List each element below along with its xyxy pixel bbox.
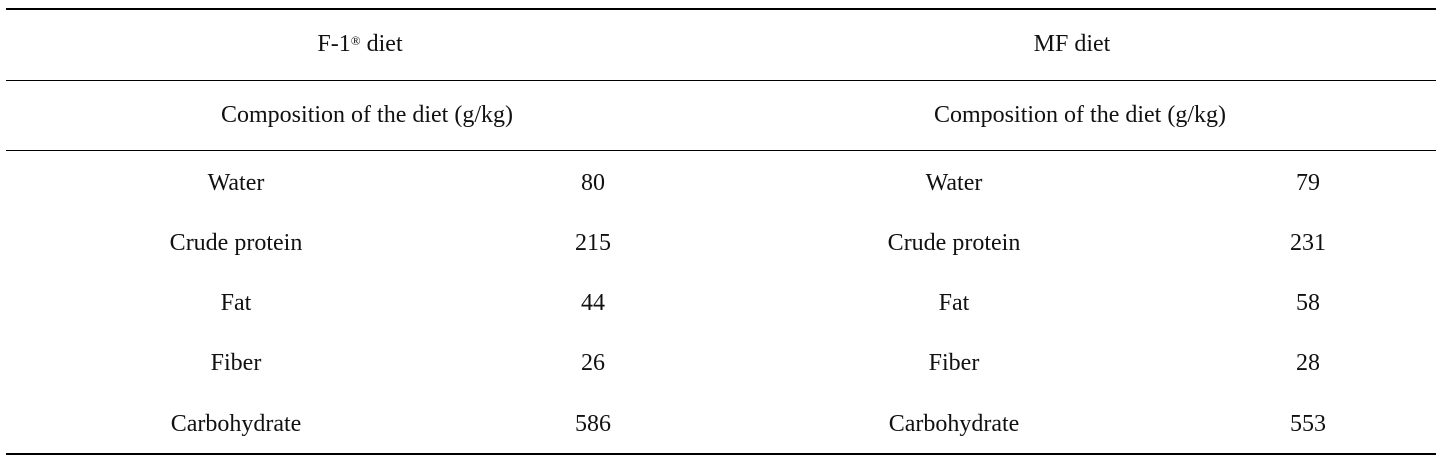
f1-row-value-fiber: 26: [581, 350, 605, 376]
group-header-mf-diet: MF diet: [1033, 31, 1111, 57]
diet-composition-table: F-1® diet MF diet Composition of the die…: [6, 8, 1436, 456]
subheader-mf-composition: Composition of the diet (g/kg): [934, 102, 1226, 128]
mf-row-label-fiber: Fiber: [928, 350, 980, 376]
f1-row-label-carbohydrate: Carbohydrate: [170, 411, 302, 437]
f1-row-value-fat: 44: [581, 290, 605, 316]
mf-row-value-fat: 58: [1296, 290, 1320, 316]
mf-row-label-fat: Fat: [938, 290, 970, 316]
f1-row-value-carbohydrate: 586: [575, 411, 611, 437]
f1-row-label-water: Water: [207, 170, 265, 196]
f1-row-label-fiber: Fiber: [210, 350, 262, 376]
mf-row-label-crude-protein: Crude protein: [887, 230, 1021, 256]
mf-row-label-carbohydrate: Carbohydrate: [888, 411, 1020, 437]
mf-row-label-water: Water: [925, 170, 983, 196]
f1-row-value-water: 80: [581, 170, 605, 196]
f1-row-value-crude-protein: 215: [575, 230, 611, 256]
subheader-f1-composition: Composition of the diet (g/kg): [221, 102, 513, 128]
group-header-f1-diet: F-1® diet: [317, 31, 403, 57]
f1-row-label-fat: Fat: [220, 290, 252, 316]
table-bottom-rule: [6, 453, 1436, 455]
mf-row-value-crude-protein: 231: [1290, 230, 1326, 256]
f1-row-label-crude-protein: Crude protein: [169, 230, 303, 256]
mf-row-value-fiber: 28: [1296, 350, 1320, 376]
mf-row-value-water: 79: [1296, 170, 1320, 196]
registered-mark: ®: [350, 33, 361, 48]
mf-row-value-carbohydrate: 553: [1290, 411, 1326, 437]
header-divider-rule: [6, 80, 1436, 81]
table-top-rule: [6, 8, 1436, 10]
subheader-divider-rule: [6, 150, 1436, 151]
